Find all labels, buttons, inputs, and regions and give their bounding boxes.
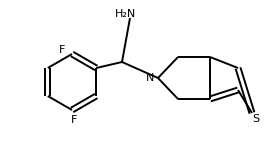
Text: S: S: [253, 114, 259, 124]
Text: N: N: [146, 73, 154, 83]
Text: F: F: [71, 115, 77, 125]
Text: F: F: [59, 45, 65, 55]
Text: H₂N: H₂N: [115, 9, 137, 19]
